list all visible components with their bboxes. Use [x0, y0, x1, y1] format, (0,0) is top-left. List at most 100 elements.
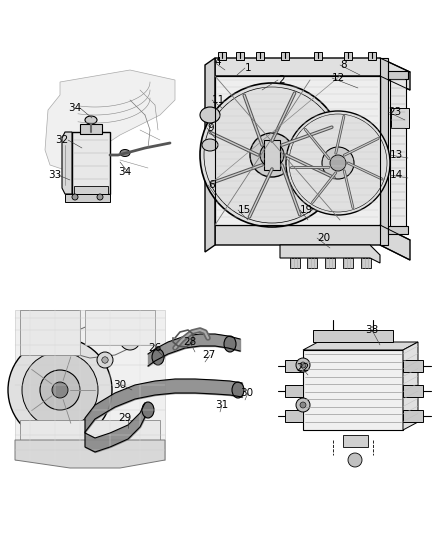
Bar — [85, 310, 155, 345]
Text: 6: 6 — [208, 180, 215, 190]
Bar — [388, 71, 408, 79]
Ellipse shape — [300, 362, 306, 368]
Bar — [391, 108, 409, 128]
Text: 34: 34 — [68, 103, 81, 113]
Polygon shape — [15, 310, 165, 460]
Text: 28: 28 — [183, 337, 196, 347]
Ellipse shape — [142, 402, 154, 418]
Ellipse shape — [224, 336, 236, 352]
Ellipse shape — [8, 338, 112, 442]
Text: 26: 26 — [148, 343, 161, 353]
Polygon shape — [62, 132, 72, 194]
Bar — [314, 52, 322, 60]
Ellipse shape — [286, 111, 390, 215]
Polygon shape — [215, 58, 410, 90]
Bar — [313, 330, 393, 342]
Ellipse shape — [330, 155, 346, 171]
Ellipse shape — [85, 116, 97, 124]
Ellipse shape — [296, 398, 310, 412]
Bar — [264, 140, 280, 170]
Polygon shape — [403, 342, 418, 430]
Ellipse shape — [120, 149, 130, 157]
Bar — [290, 258, 300, 268]
Text: 33: 33 — [48, 170, 61, 180]
Text: 14: 14 — [390, 170, 403, 180]
Bar — [344, 52, 352, 60]
Bar — [303, 350, 403, 430]
Bar — [218, 52, 226, 60]
Text: 8: 8 — [340, 60, 346, 70]
Bar — [361, 258, 371, 268]
Ellipse shape — [260, 143, 284, 167]
Bar — [343, 258, 353, 268]
Text: 23: 23 — [388, 107, 401, 117]
Bar — [307, 258, 317, 268]
Bar — [74, 186, 108, 194]
Bar — [256, 52, 264, 60]
Ellipse shape — [200, 107, 220, 123]
Polygon shape — [45, 70, 175, 170]
Polygon shape — [285, 410, 303, 422]
Ellipse shape — [250, 133, 294, 177]
Ellipse shape — [232, 382, 244, 398]
Text: 32: 32 — [55, 135, 68, 145]
Polygon shape — [285, 385, 303, 397]
Ellipse shape — [296, 358, 310, 372]
Text: 13: 13 — [390, 150, 403, 160]
Bar — [215, 76, 380, 225]
Text: 15: 15 — [238, 205, 251, 215]
Polygon shape — [403, 385, 423, 397]
Ellipse shape — [102, 357, 108, 363]
Text: 30: 30 — [113, 380, 126, 390]
Text: 31: 31 — [215, 400, 228, 410]
Ellipse shape — [267, 150, 277, 160]
Ellipse shape — [300, 402, 306, 408]
Text: 12: 12 — [332, 73, 345, 83]
Text: 4: 4 — [214, 57, 221, 67]
Bar — [20, 310, 80, 355]
Text: 19: 19 — [300, 205, 313, 215]
Text: 22: 22 — [296, 363, 309, 373]
Text: 38: 38 — [365, 325, 378, 335]
Ellipse shape — [391, 109, 409, 127]
Bar — [80, 124, 102, 134]
Text: 11: 11 — [212, 95, 225, 105]
Bar — [215, 76, 380, 225]
Polygon shape — [65, 194, 110, 202]
Ellipse shape — [322, 147, 354, 179]
Polygon shape — [280, 245, 380, 263]
Text: 30: 30 — [240, 388, 253, 398]
Bar — [72, 132, 110, 194]
Bar — [343, 435, 368, 447]
Ellipse shape — [200, 83, 344, 227]
Ellipse shape — [126, 336, 134, 344]
Polygon shape — [403, 360, 423, 372]
Ellipse shape — [52, 382, 68, 398]
Text: 2: 2 — [278, 75, 285, 85]
Polygon shape — [403, 410, 423, 422]
Text: 27: 27 — [202, 350, 215, 360]
Ellipse shape — [97, 352, 113, 368]
Ellipse shape — [202, 139, 218, 151]
Text: 20: 20 — [317, 233, 330, 243]
Bar — [390, 75, 406, 230]
Ellipse shape — [110, 320, 120, 330]
Ellipse shape — [103, 313, 127, 337]
Bar — [380, 58, 388, 245]
Polygon shape — [15, 440, 165, 468]
Bar — [236, 52, 244, 60]
Polygon shape — [285, 360, 303, 372]
Bar — [368, 52, 376, 60]
Polygon shape — [303, 342, 418, 350]
Text: 9: 9 — [207, 123, 214, 133]
Polygon shape — [215, 225, 410, 260]
Text: 1: 1 — [245, 63, 251, 73]
Text: 29: 29 — [118, 413, 131, 423]
Ellipse shape — [40, 370, 80, 410]
Ellipse shape — [72, 194, 78, 200]
Bar — [20, 420, 160, 458]
Polygon shape — [205, 58, 215, 252]
Bar — [281, 52, 289, 60]
Text: 34: 34 — [118, 167, 131, 177]
Ellipse shape — [348, 453, 362, 467]
